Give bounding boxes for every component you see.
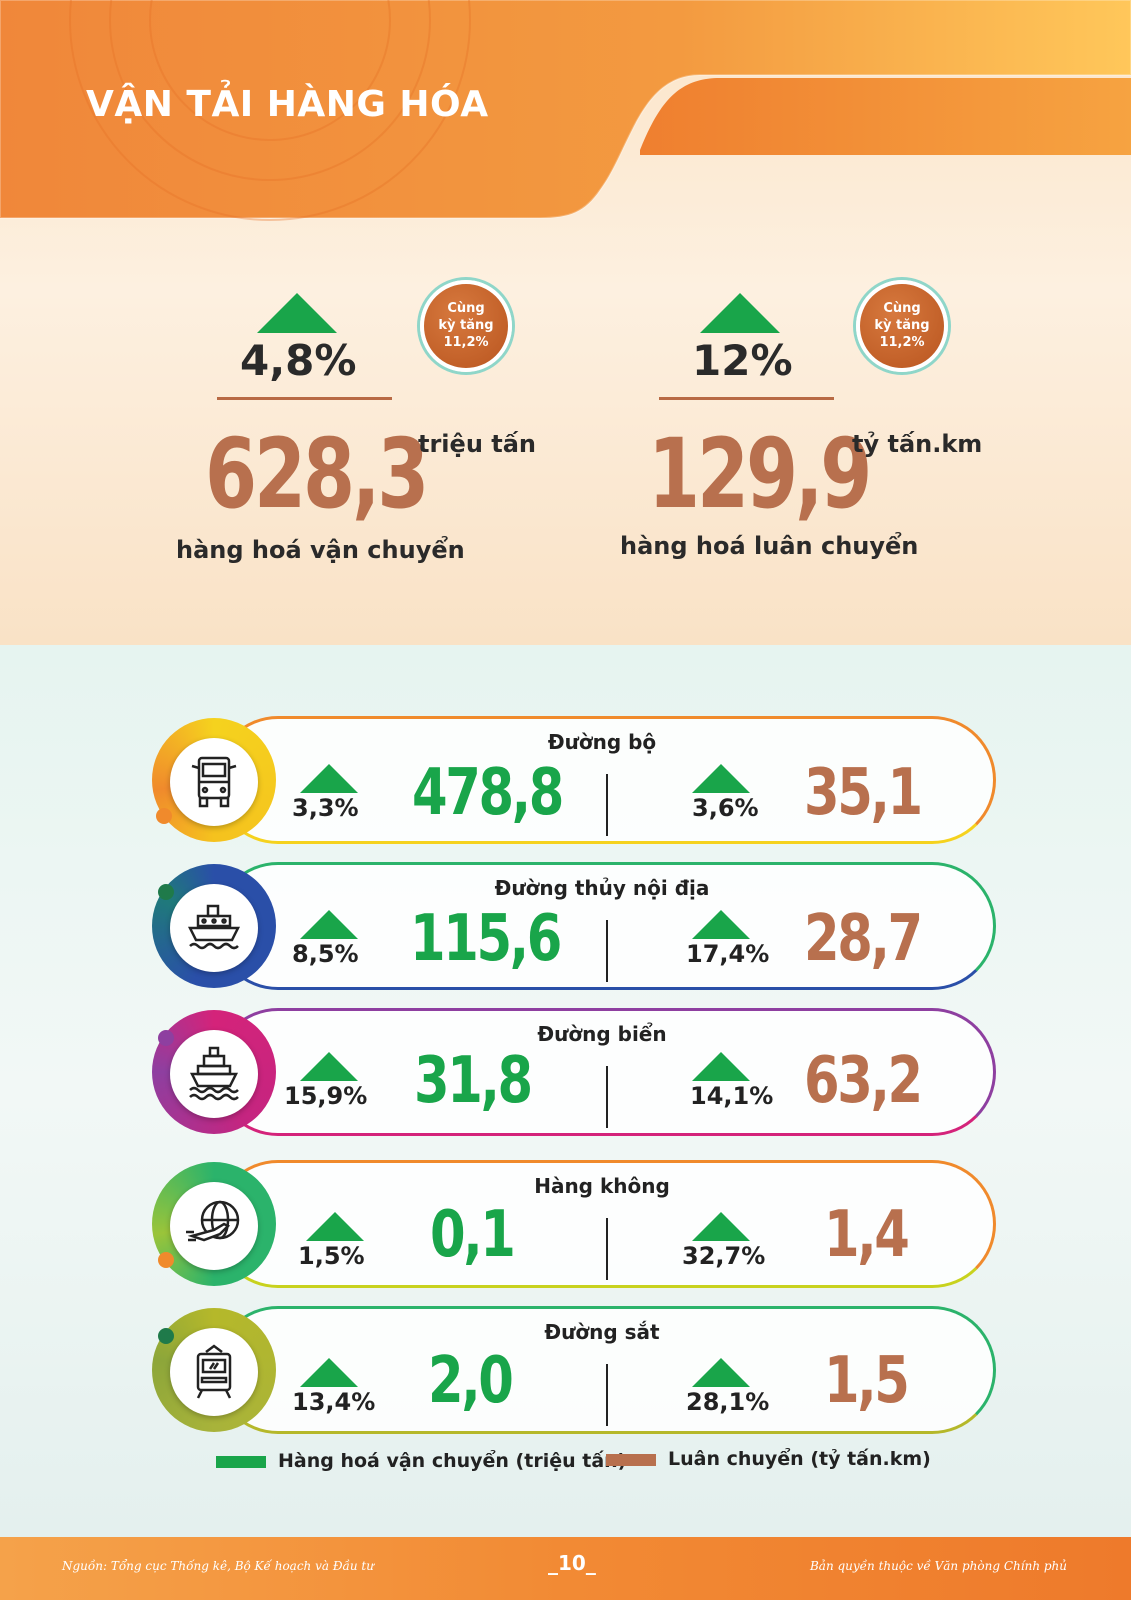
icon-ring	[152, 864, 276, 988]
turnover-value: 35,1	[804, 756, 923, 830]
copyright-note: Bản quyền thuộc về Văn phòng Chính phủ	[809, 1559, 1067, 1573]
volume-growth: 13,4%	[292, 1388, 376, 1416]
volume-label: hàng hoá vận chuyển	[176, 536, 465, 564]
legend-label: Hàng hoá vận chuyển (triệu tấn)	[278, 1450, 627, 1472]
ring-dot	[156, 808, 172, 824]
mode-name: Đường bộ	[547, 730, 657, 754]
turnover-growth: 14,1%	[690, 1082, 774, 1110]
turnover-value: 63,2	[804, 1044, 923, 1118]
turnover-growth: 17,4%	[686, 940, 770, 968]
up-arrow-icon	[692, 910, 750, 939]
truck-icon	[191, 756, 237, 808]
turnover-value: 129,9	[648, 418, 872, 530]
turnover-growth: 12%	[692, 336, 793, 385]
mode-row-sea: Đường biển 15,9% 31,8 14,1% 63,2	[152, 1008, 996, 1136]
ferry-icon	[187, 904, 241, 950]
badge-line: 11,2%	[879, 335, 925, 350]
turnover-label: hàng hoá luân chuyển	[620, 532, 919, 560]
icon-ring	[152, 1162, 276, 1286]
up-arrow-icon	[300, 764, 358, 793]
badge-line: 11,2%	[443, 335, 489, 350]
turnover-unit: tỷ tấn.km	[852, 430, 983, 458]
volume-value: 478,8	[412, 756, 564, 830]
turnover-growth: 3,6%	[692, 794, 759, 822]
icon-ring	[152, 1010, 276, 1134]
divider	[606, 774, 608, 836]
turnover-growth: 32,7%	[682, 1242, 766, 1270]
up-arrow-icon	[700, 293, 780, 333]
mode-row-road: Đường bộ 3,3% 478,8 3,6% 35,1	[152, 716, 996, 844]
mode-row-inland-waterway: Đường thủy nội địa 8,5% 115,6 17,4% 28,7	[152, 862, 996, 990]
page-number: _10_	[548, 1551, 596, 1575]
divider	[659, 397, 834, 400]
badge-line: Cùng	[447, 301, 485, 316]
volume-growth: 1,5%	[298, 1242, 365, 1270]
up-arrow-icon	[692, 764, 750, 793]
up-arrow-icon	[692, 1212, 750, 1241]
turnover-value: 1,4	[824, 1198, 910, 1272]
mode-row-rail: Đường sắt 13,4% 2,0 28,1% 1,5	[152, 1306, 996, 1434]
legend-volume: Hàng hoá vận chuyển (triệu tấn)	[216, 1450, 626, 1472]
icon-holder	[170, 738, 258, 826]
ring-dot	[158, 884, 174, 900]
ring-dot	[158, 1030, 174, 1046]
divider	[606, 1218, 608, 1280]
divider	[606, 920, 608, 982]
mode-name: Hàng không	[534, 1174, 670, 1198]
icon-holder	[170, 1328, 258, 1416]
badge-line: kỳ tăng	[874, 318, 930, 333]
volume-unit: triệu tấn	[418, 430, 537, 458]
badge-line: kỳ tăng	[438, 318, 494, 333]
turnover-value: 1,5	[824, 1344, 910, 1418]
mode-name: Đường sắt	[544, 1320, 660, 1344]
up-arrow-icon	[692, 1358, 750, 1387]
legend-label: Luân chuyển (tỷ tấn.km)	[668, 1448, 931, 1470]
volume-value: 628,3	[205, 418, 429, 530]
up-arrow-icon	[300, 1358, 358, 1387]
legend-turnover: Luân chuyển (tỷ tấn.km)	[606, 1448, 931, 1470]
badge-line: Cùng	[883, 301, 921, 316]
ring-dot	[158, 1252, 174, 1268]
volume-growth: 3,3%	[292, 794, 359, 822]
up-arrow-icon	[300, 1052, 358, 1081]
volume-growth: 4,8%	[240, 336, 357, 385]
up-arrow-icon	[692, 1052, 750, 1081]
divider	[606, 1066, 608, 1128]
icon-holder	[170, 1030, 258, 1118]
ring-dot	[158, 1328, 174, 1344]
header-shape	[0, 0, 1131, 221]
volume-value: 0,1	[430, 1198, 516, 1272]
up-arrow-icon	[300, 910, 358, 939]
icon-holder	[170, 1182, 258, 1270]
turnover-growth: 28,1%	[686, 1388, 770, 1416]
volume-growth: 8,5%	[292, 940, 359, 968]
volume-growth: 15,9%	[284, 1082, 368, 1110]
legend-swatch	[606, 1453, 656, 1466]
header-banner: VẬN TẢI HÀNG HÓA	[0, 0, 1131, 225]
ship-icon	[189, 1046, 239, 1101]
volume-value: 31,8	[414, 1044, 533, 1118]
footer: Nguồn: Tổng cục Thống kê, Bộ Kế hoạch và…	[0, 1537, 1131, 1600]
train-icon	[196, 1344, 232, 1399]
volume-value: 115,6	[410, 902, 562, 976]
page-title: VẬN TẢI HÀNG HÓA	[86, 84, 489, 125]
divider	[217, 397, 392, 400]
airplane-globe-icon	[186, 1200, 240, 1242]
icon-ring	[152, 1308, 276, 1432]
up-arrow-icon	[257, 293, 337, 333]
volume-value: 2,0	[428, 1344, 514, 1418]
mode-name: Đường thủy nội địa	[494, 876, 710, 900]
divider	[606, 1364, 608, 1426]
legend-swatch	[216, 1455, 266, 1468]
icon-holder	[170, 884, 258, 972]
mode-name: Đường biển	[537, 1022, 667, 1046]
yoy-badge: Cùng kỳ tăng 11,2%	[856, 280, 948, 372]
turnover-value: 28,7	[804, 902, 923, 976]
up-arrow-icon	[306, 1212, 364, 1241]
icon-ring	[152, 718, 276, 842]
source-note: Nguồn: Tổng cục Thống kê, Bộ Kế hoạch và…	[62, 1559, 374, 1573]
yoy-badge: Cùng kỳ tăng 11,2%	[420, 280, 512, 372]
mode-row-air: Hàng không 1,5% 0,1 32,7% 1,4	[152, 1160, 996, 1288]
